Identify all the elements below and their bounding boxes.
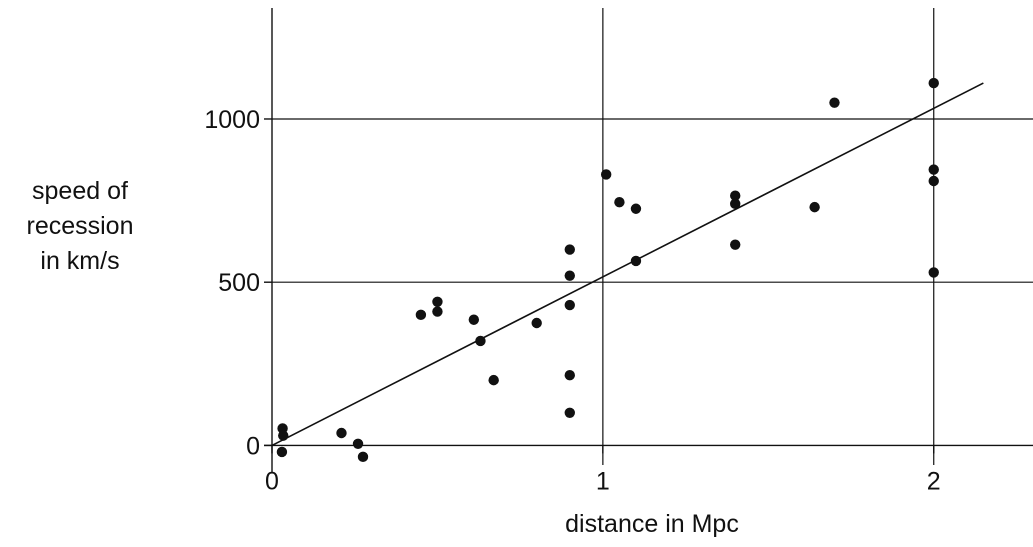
data-point-4 — [352, 438, 364, 449]
data-point-27 — [928, 77, 939, 89]
data-point-24 — [730, 239, 741, 250]
data-point-13 — [564, 244, 575, 255]
data-point-3 — [336, 427, 347, 439]
y-tick-label-0: 0 — [246, 432, 260, 460]
data-point-10 — [475, 335, 486, 347]
data-point-20 — [630, 203, 642, 214]
y-tick-label-1: 500 — [218, 269, 260, 297]
best-fit-line — [271, 82, 984, 447]
y-axis-label: speed of recession in km/s — [0, 174, 160, 279]
data-point-14 — [564, 270, 575, 281]
data-point-9 — [468, 314, 480, 325]
x-tick-label-0: 0 — [265, 467, 279, 495]
tick-labels: 0 1 2 0 500 1000 — [204, 106, 940, 495]
data-point-30 — [928, 267, 939, 278]
data-point-15 — [564, 299, 575, 311]
data-point-19 — [614, 197, 625, 208]
grid — [272, 8, 1033, 465]
y-axis-label-line-2: recession — [26, 212, 134, 240]
data-point-22 — [730, 190, 741, 201]
data-point-23 — [730, 198, 741, 210]
data-point-26 — [829, 97, 840, 108]
data-point-8 — [432, 306, 443, 317]
data-point-17 — [564, 407, 575, 418]
data-point-7 — [432, 296, 443, 307]
axes — [264, 8, 1033, 473]
y-tick-label-2: 1000 — [204, 106, 260, 134]
y-axis-label-line-3: in km/s — [40, 247, 120, 275]
data-points — [276, 77, 939, 463]
data-point-6 — [415, 309, 427, 321]
data-point-2 — [276, 446, 288, 458]
fit-line-layer — [271, 82, 984, 447]
y-axis-label-line-1: speed of — [32, 177, 128, 205]
x-tick-label-2: 2 — [927, 467, 941, 495]
data-point-25 — [809, 201, 820, 213]
data-point-28 — [928, 164, 939, 175]
data-point-16 — [564, 370, 575, 381]
data-point-21 — [630, 255, 642, 267]
x-tick-label-1: 1 — [596, 467, 610, 495]
data-point-18 — [600, 169, 612, 180]
x-axis-label: distance in Mpc — [565, 510, 739, 538]
data-point-29 — [928, 175, 939, 187]
data-point-11 — [488, 374, 499, 386]
data-point-5 — [357, 451, 369, 463]
data-point-1 — [278, 430, 289, 441]
data-point-12 — [531, 317, 542, 329]
